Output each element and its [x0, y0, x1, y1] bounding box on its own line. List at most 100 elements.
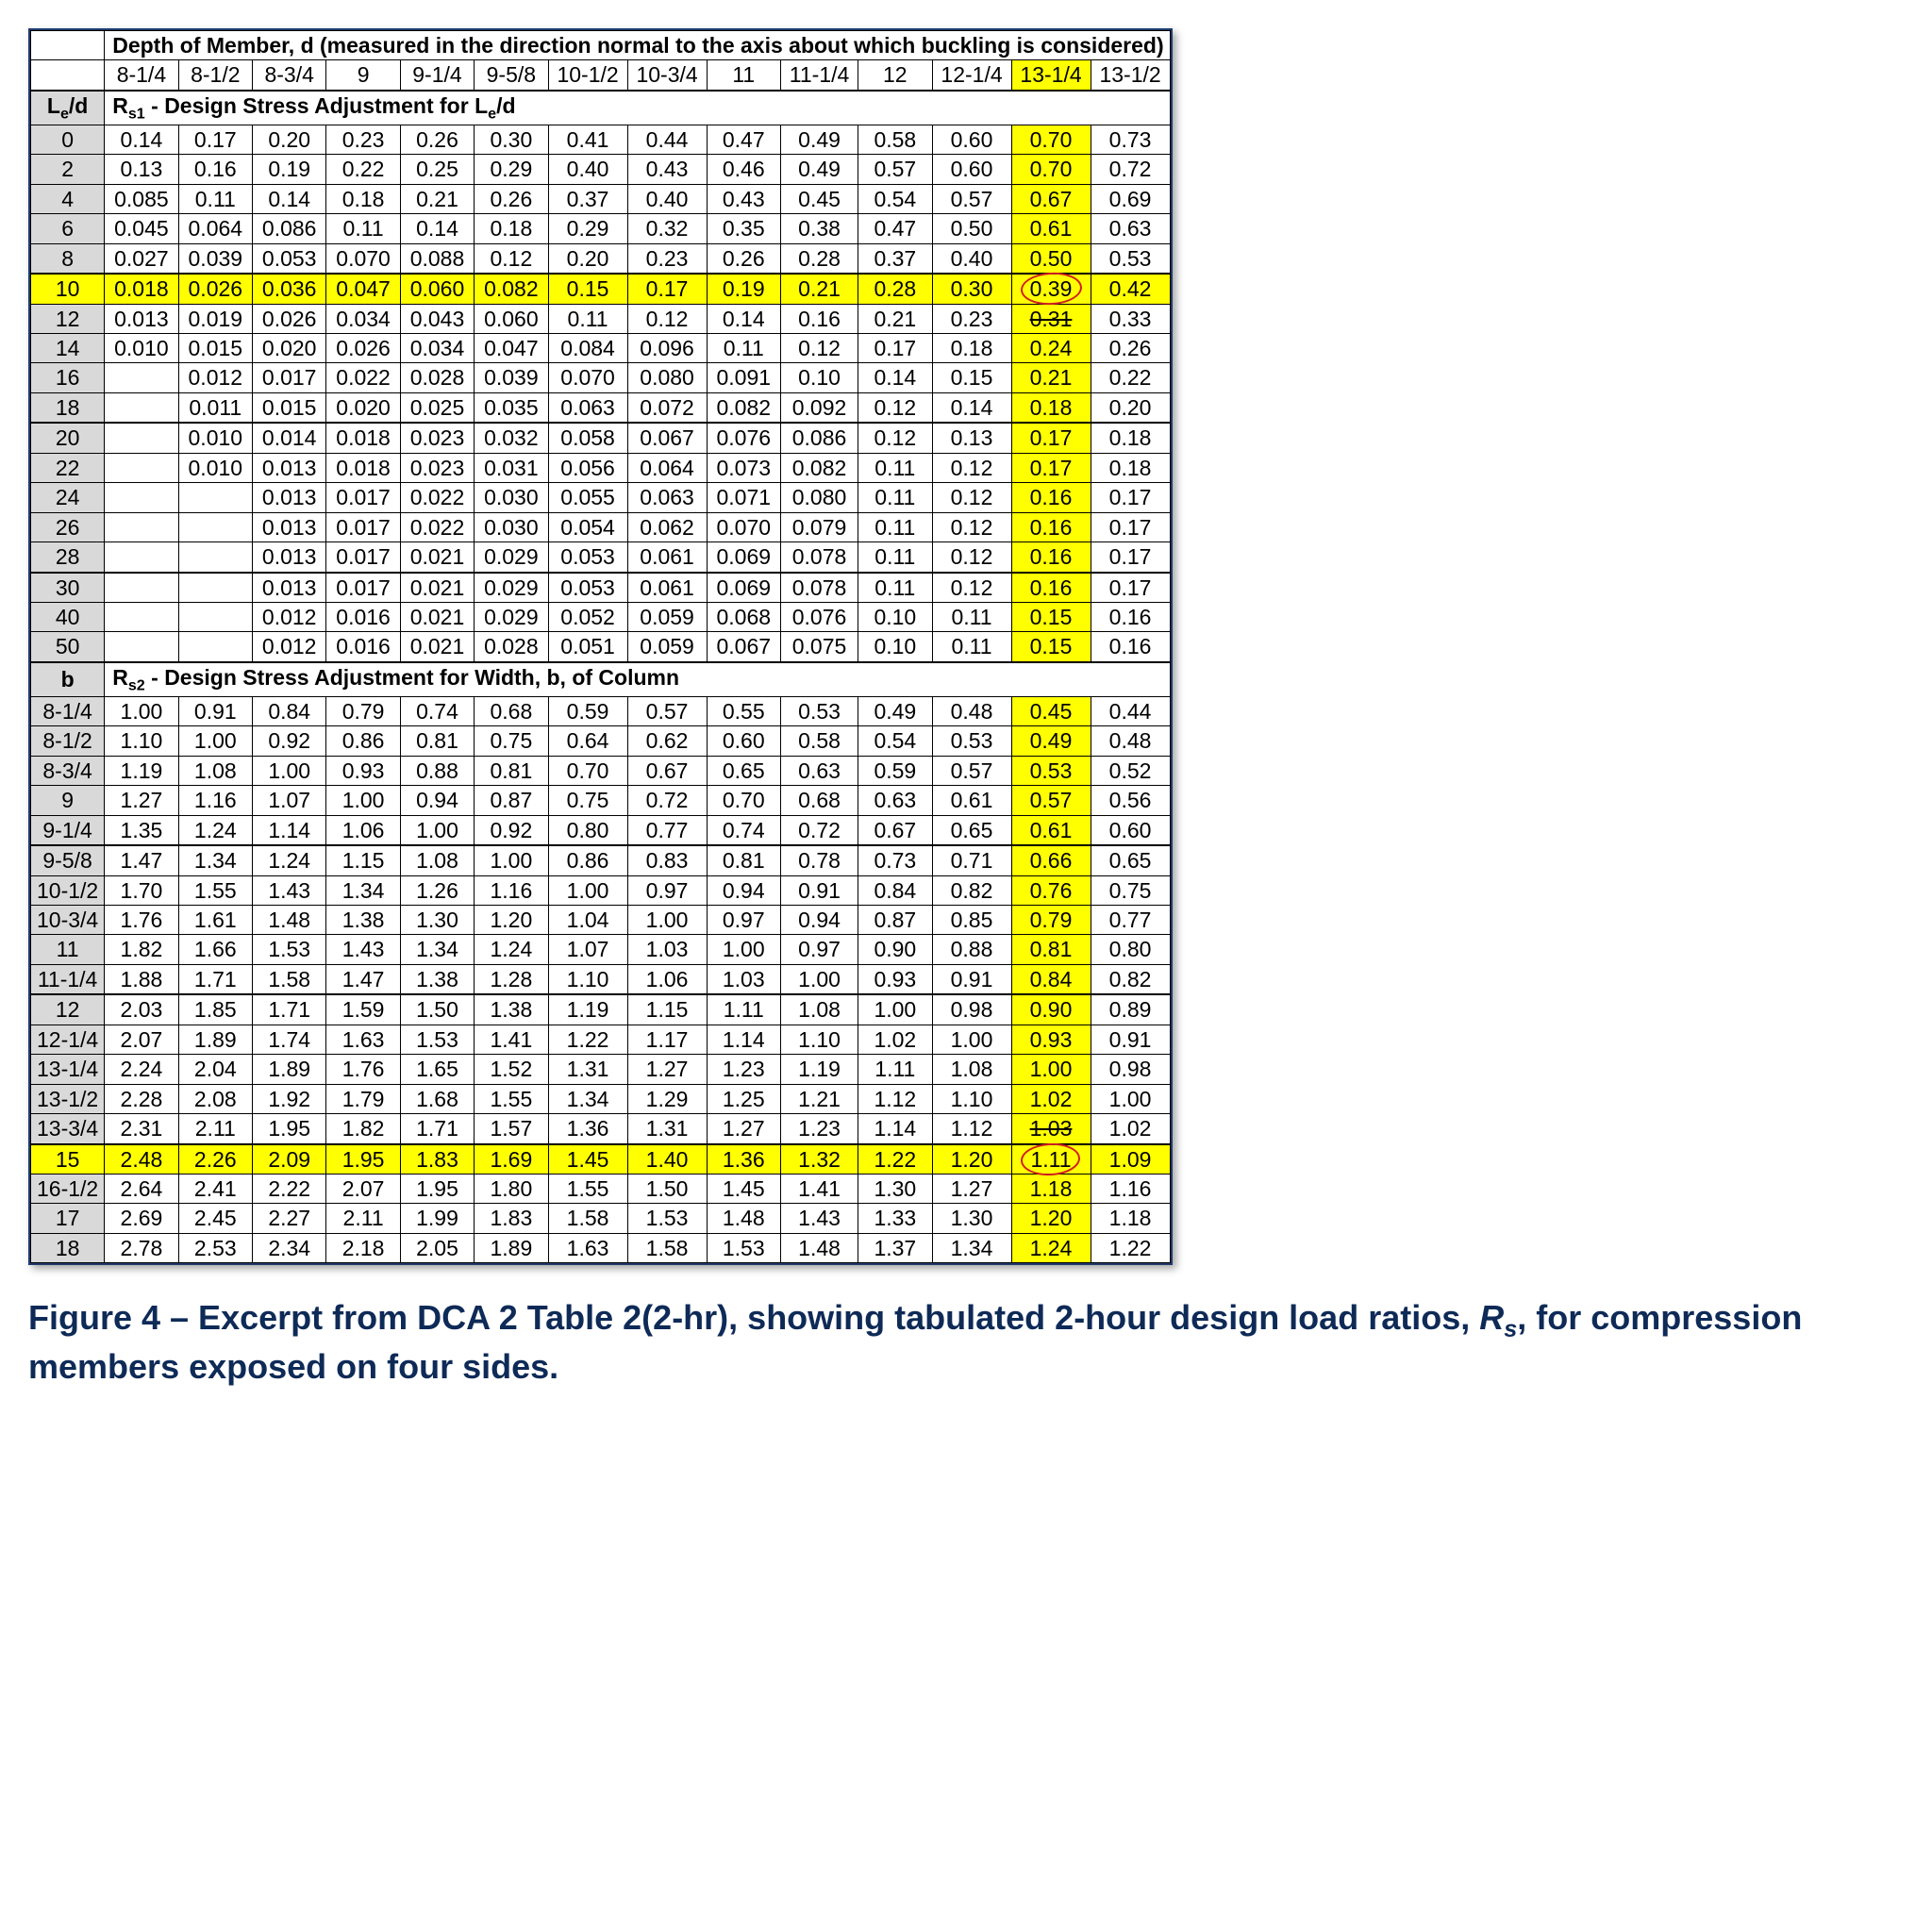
data-cell: 1.22: [858, 1144, 932, 1175]
data-cell: 0.29: [548, 214, 627, 243]
data-cell: 1.03: [1011, 1114, 1091, 1144]
data-cell: 0.97: [780, 935, 858, 964]
data-cell: 0.11: [858, 542, 932, 573]
data-cell: 1.12: [932, 1114, 1011, 1144]
col-header: 9-1/4: [400, 60, 474, 91]
data-cell: 1.00: [548, 875, 627, 905]
data-cell: 1.48: [707, 1204, 780, 1233]
data-cell: 0.91: [178, 696, 252, 725]
data-cell: 1.08: [780, 994, 858, 1025]
data-cell: 1.19: [780, 1055, 858, 1084]
data-cell: 1.68: [400, 1084, 474, 1113]
data-cell: 0.57: [1011, 786, 1091, 815]
data-cell: 0.17: [1091, 483, 1170, 512]
data-cell: 0.53: [1091, 243, 1170, 274]
data-cell: 1.65: [400, 1055, 474, 1084]
data-cell: 1.58: [627, 1233, 707, 1262]
data-cell: 0.70: [707, 786, 780, 815]
data-cell: 0.72: [627, 786, 707, 815]
data-cell: 0.53: [1011, 756, 1091, 785]
data-cell: 2.04: [178, 1055, 252, 1084]
data-cell: 0.030: [475, 512, 548, 541]
data-cell: 1.16: [178, 786, 252, 815]
data-cell: 1.48: [253, 906, 326, 935]
data-cell: 0.010: [105, 334, 178, 363]
data-cell: 0.073: [707, 453, 780, 482]
data-cell: 0.42: [1091, 274, 1170, 304]
data-cell: 1.20: [475, 906, 548, 935]
data-cell: 0.034: [400, 334, 474, 363]
data-cell: 0.11: [932, 632, 1011, 662]
data-cell: 0.018: [326, 423, 400, 453]
data-cell: 0.14: [858, 363, 932, 392]
data-cell: 1.43: [780, 1204, 858, 1233]
data-cell: 0.036: [253, 274, 326, 304]
row-key: 16-1/2: [31, 1174, 105, 1203]
data-cell: [178, 483, 252, 512]
data-cell: 0.60: [932, 155, 1011, 184]
data-cell: [105, 632, 178, 662]
row-key: 8-1/4: [31, 696, 105, 725]
col-header: 8-3/4: [253, 60, 326, 91]
data-cell: 0.14: [707, 304, 780, 333]
header-corner-2: [31, 60, 105, 91]
data-cell: 0.035: [475, 392, 548, 423]
data-cell: 0.67: [627, 756, 707, 785]
data-cell: 0.053: [548, 542, 627, 573]
data-cell: 0.77: [1091, 906, 1170, 935]
data-cell: 0.92: [475, 815, 548, 845]
data-cell: 0.23: [932, 304, 1011, 333]
header-title: Depth of Member, d (measured in the dire…: [105, 31, 1170, 60]
data-cell: 2.11: [326, 1204, 400, 1233]
header-corner: [31, 31, 105, 60]
data-cell: 1.58: [253, 964, 326, 994]
data-cell: 0.017: [326, 512, 400, 541]
row-key: 12: [31, 994, 105, 1025]
data-cell: [105, 453, 178, 482]
data-cell: 0.13: [105, 155, 178, 184]
data-cell: 0.10: [780, 363, 858, 392]
data-cell: 1.30: [400, 906, 474, 935]
data-cell: 0.021: [400, 602, 474, 631]
data-cell: 0.021: [400, 632, 474, 662]
data-cell: 1.61: [178, 906, 252, 935]
data-cell: 0.16: [780, 304, 858, 333]
data-cell: 0.16: [1091, 602, 1170, 631]
data-cell: 0.48: [932, 696, 1011, 725]
data-cell: 2.64: [105, 1174, 178, 1203]
data-cell: 0.013: [253, 573, 326, 603]
table-row: 400.0120.0160.0210.0290.0520.0590.0680.0…: [31, 602, 1171, 631]
data-cell: 0.86: [548, 845, 627, 875]
data-cell: 1.71: [178, 964, 252, 994]
data-cell: 2.03: [105, 994, 178, 1025]
circled-value: 1.11: [1030, 1147, 1071, 1172]
data-cell: 0.11: [858, 573, 932, 603]
data-cell: 1.47: [326, 964, 400, 994]
row-key: 13-1/4: [31, 1055, 105, 1084]
data-cell: 1.89: [178, 1025, 252, 1054]
table-row: 13-1/42.242.041.891.761.651.521.311.271.…: [31, 1055, 1171, 1084]
data-cell: 0.53: [780, 696, 858, 725]
table-row: 300.0130.0170.0210.0290.0530.0610.0690.0…: [31, 573, 1171, 603]
data-cell: 1.95: [253, 1114, 326, 1144]
data-cell: 1.17: [627, 1025, 707, 1054]
data-cell: 1.26: [400, 875, 474, 905]
data-cell: 1.55: [548, 1174, 627, 1203]
data-cell: 0.017: [326, 542, 400, 573]
data-cell: 0.81: [475, 756, 548, 785]
data-cell: 0.12: [932, 512, 1011, 541]
data-cell: 1.38: [400, 964, 474, 994]
data-cell: 0.61: [932, 786, 1011, 815]
data-cell: 1.30: [858, 1174, 932, 1203]
data-cell: 0.56: [1091, 786, 1170, 815]
data-cell: 0.013: [253, 453, 326, 482]
data-cell: 1.63: [326, 1025, 400, 1054]
data-cell: 0.063: [548, 392, 627, 423]
data-cell: 1.00: [178, 726, 252, 756]
data-cell: 1.71: [400, 1114, 474, 1144]
data-cell: 1.82: [326, 1114, 400, 1144]
data-cell: 0.41: [548, 125, 627, 154]
data-cell: 0.23: [326, 125, 400, 154]
data-cell: 0.061: [627, 573, 707, 603]
data-cell: 0.018: [105, 274, 178, 304]
